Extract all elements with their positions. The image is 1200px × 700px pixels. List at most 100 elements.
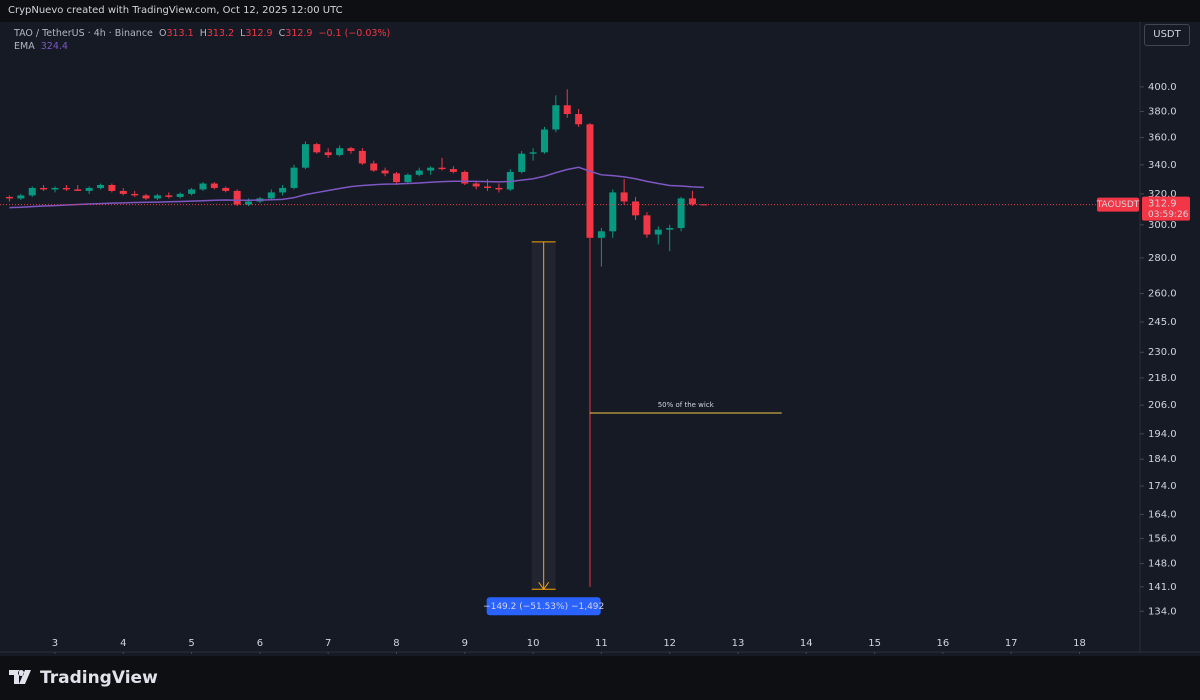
footer-bar: TradingView: [0, 656, 1200, 700]
candle-body: [267, 192, 275, 199]
candle-body: [597, 231, 605, 238]
x-tick-label: 15: [868, 638, 881, 649]
candle-body: [438, 167, 446, 170]
candle-body: [358, 150, 366, 164]
x-tick-label: 4: [120, 638, 126, 649]
x-tick-label: 16: [937, 638, 950, 649]
y-tick-label: 400.0: [1148, 82, 1177, 93]
logo-icon: [9, 670, 31, 684]
candle-body: [40, 187, 48, 190]
candle-body: [85, 187, 93, 191]
y-tick-label: 148.0: [1148, 559, 1177, 570]
symbol: TAO / TetherUS · 4h · Binance: [14, 28, 153, 39]
y-tick-label: 340.0: [1148, 160, 1177, 171]
currency-button[interactable]: USDT: [1144, 24, 1190, 46]
candle-body: [176, 193, 184, 197]
arrow-head: [538, 581, 550, 591]
c-label: C: [278, 28, 286, 39]
o-value: 313.1: [166, 28, 194, 39]
x-tick-label: 3: [52, 638, 58, 649]
wick-label: 50% of the wick: [658, 401, 715, 409]
y-tick-label: 260.0: [1148, 288, 1177, 299]
y-tick-label: 230.0: [1148, 347, 1177, 358]
candle-body: [324, 152, 332, 156]
candle-body: [654, 229, 662, 235]
candle-body: [62, 187, 70, 190]
candle-body: [153, 195, 161, 199]
y-tick-label: 194.0: [1148, 429, 1177, 440]
x-tick-label: 11: [595, 638, 608, 649]
candle-body: [563, 105, 571, 115]
candle-body: [506, 171, 514, 190]
price-value: 312.9: [1148, 199, 1177, 210]
candle-body: [336, 148, 344, 156]
candle-body: [233, 190, 241, 205]
candle-body: [51, 187, 59, 190]
candle-body: [643, 215, 651, 235]
candle-body: [188, 189, 196, 194]
x-tick-label: 13: [732, 638, 745, 649]
h-label: H: [199, 28, 207, 39]
price-box: [1142, 196, 1190, 221]
change: −0.1 (−0.03%): [318, 28, 391, 39]
candle-body: [131, 193, 139, 196]
y-tick-label: 174.0: [1148, 481, 1177, 492]
candle-body: [529, 152, 537, 154]
o-label: O: [158, 28, 167, 39]
legend-row: EMA 324.4: [14, 40, 390, 53]
ema-line: [9, 166, 704, 209]
l-label: L: [240, 28, 246, 39]
x-tick-label: 17: [1005, 638, 1018, 649]
legend-row: TAO / TetherUS · 4h · Binance O313.1 H 31…: [14, 27, 390, 40]
candle-body: [666, 228, 674, 230]
logo: TradingView: [40, 668, 158, 688]
credit: CrypNuevo created with TradingView.com, …: [8, 5, 343, 16]
candle-body: [575, 114, 583, 125]
candle-body: [461, 171, 469, 184]
legend: TAO / TetherUS · 4h · Binance O313.1 H 31…: [14, 27, 390, 53]
y-tick-label: 218.0: [1148, 373, 1177, 384]
candle-body: [392, 173, 400, 183]
y-tick-label: 141.0: [1148, 582, 1177, 593]
candle-body: [609, 192, 617, 232]
measure-label-box: [486, 597, 601, 616]
y-tick-label: 300.0: [1148, 220, 1177, 231]
candle-body: [552, 105, 560, 130]
candle-body: [427, 167, 435, 171]
candle-body: [415, 170, 423, 175]
candle-body: [74, 189, 82, 191]
candle-body: [540, 129, 548, 153]
candle-body: [586, 124, 594, 238]
candle-body: [484, 186, 492, 188]
x-tick-label: 6: [257, 638, 263, 649]
x-tick-label: 8: [393, 638, 399, 649]
candle-body: [108, 185, 116, 191]
candle-body: [199, 183, 207, 190]
x-tick-label: 5: [188, 638, 194, 649]
countdown: 03:59:26: [1148, 210, 1189, 220]
y-tick-label: 245.0: [1148, 317, 1177, 328]
x-tick-label: 18: [1073, 638, 1086, 649]
c-value: 312.9: [285, 28, 313, 39]
ema-value: 324.4: [40, 41, 68, 52]
candle-body: [28, 187, 36, 196]
candle-body: [313, 144, 321, 153]
candle-body: [404, 174, 412, 183]
candle-body: [495, 187, 503, 190]
y-tick-label: 360.0: [1148, 132, 1177, 143]
y-tick-label: 320.0: [1148, 189, 1177, 200]
l-value: 312.9: [245, 28, 273, 39]
candle-body: [347, 148, 355, 151]
x-tick-label: 9: [462, 638, 468, 649]
candle-body: [449, 169, 457, 172]
y-tick-label: 184.0: [1148, 454, 1177, 465]
candle-body: [301, 144, 309, 168]
x-tick-label: 7: [325, 638, 331, 649]
price-tag: [1097, 197, 1139, 212]
candle-body: [518, 153, 526, 172]
candle-body: [290, 167, 298, 188]
candle-body: [97, 185, 105, 188]
candle-body: [244, 201, 252, 205]
y-tick-label: 206.0: [1148, 400, 1177, 411]
